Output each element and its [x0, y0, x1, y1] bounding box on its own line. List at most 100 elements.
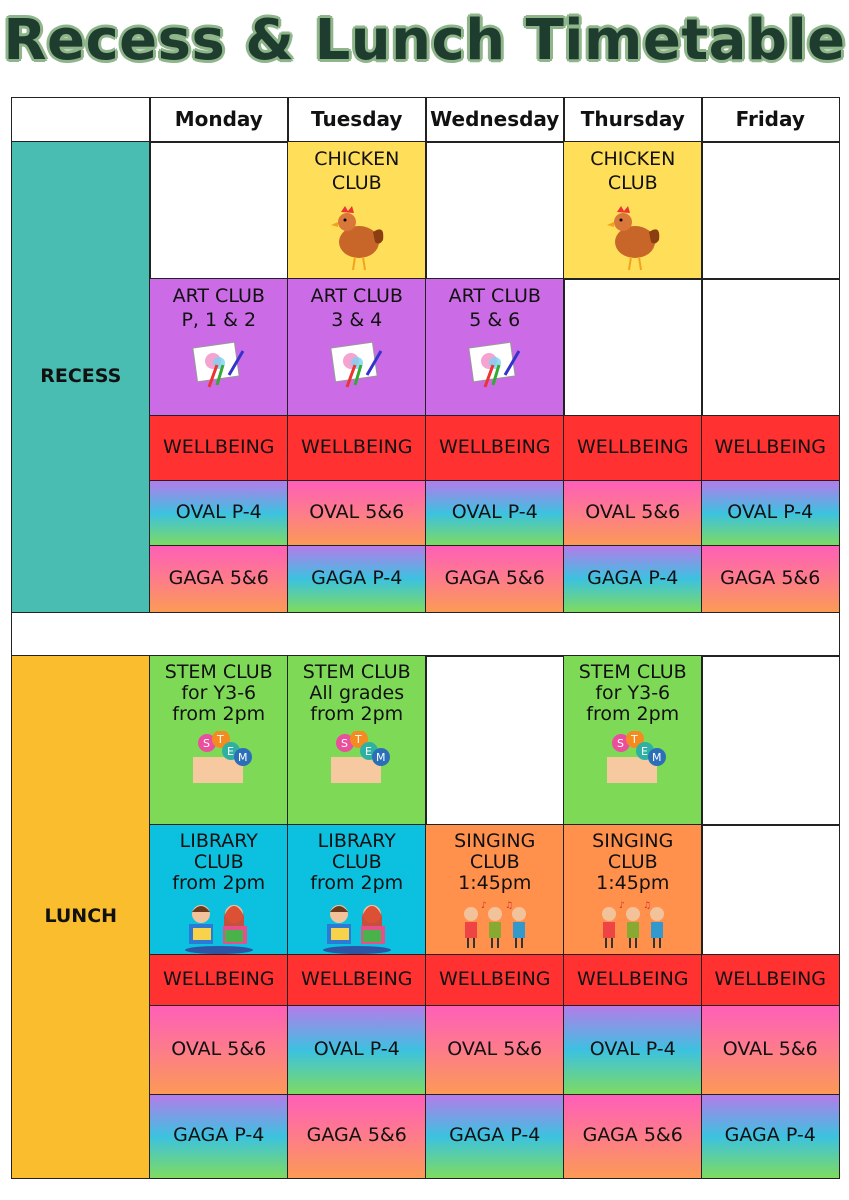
activity-text: CHICKEN — [590, 148, 676, 170]
activity-text: WELLBEING — [438, 968, 551, 991]
activity-cell: WELLBEING — [149, 954, 289, 1007]
activity-text: STEM CLUB — [302, 661, 411, 683]
activity-cell: LIBRARY CLUB from 2pm — [287, 824, 427, 956]
header-monday: Monday — [149, 97, 289, 143]
svg-text:E: E — [227, 745, 234, 758]
svg-text:M: M — [652, 751, 662, 764]
svg-text:S: S — [341, 737, 348, 750]
activity-text: P, 1 & 2 — [181, 308, 257, 331]
activity-cell: STEM CLUB for Y3-6 from 2pm S T E M — [149, 655, 289, 826]
drawing-pad-icon — [465, 339, 525, 396]
activity-cell: GAGA 5&6 — [563, 1094, 703, 1179]
empty-cell — [425, 655, 565, 826]
reading-kids-icon — [179, 900, 259, 960]
activity-text: ART CLUB — [172, 285, 265, 307]
activity-text: GAGA P-4 — [173, 1124, 265, 1147]
day-label: Monday — [174, 107, 263, 132]
activity-text: WELLBEING — [576, 436, 689, 459]
activity-text: OVAL P-4 — [451, 501, 538, 524]
activity-text: GAGA P-4 — [587, 566, 679, 589]
activity-cell: GAGA P-4 — [425, 1094, 565, 1179]
svg-text:♫: ♫ — [505, 901, 513, 911]
activity-text: from 2pm — [310, 702, 404, 725]
activity-cell: GAGA P-4 — [563, 545, 703, 613]
spacer-row — [11, 611, 840, 657]
singing-kids-icon: ♪ ♫ — [593, 900, 673, 955]
activity-text: GAGA P-4 — [311, 566, 403, 589]
activity-text: WELLBEING — [162, 968, 275, 991]
activity-cell: OVAL 5&6 — [425, 1005, 565, 1096]
activity-text: WELLBEING — [162, 436, 275, 459]
activity-text: 5 & 6 — [469, 308, 521, 331]
activity-cell: OVAL P-4 — [563, 1005, 703, 1096]
activity-text: WELLBEING — [438, 436, 551, 459]
activity-cell: OVAL P-4 — [701, 480, 840, 547]
activity-cell: ART CLUB 3 & 4 — [287, 278, 427, 417]
activity-cell: GAGA 5&6 — [287, 1094, 427, 1179]
activity-cell: STEM CLUB for Y3-6 from 2pm S T E M — [563, 655, 703, 826]
activity-text: CLUB — [469, 850, 520, 873]
svg-text:♪: ♪ — [619, 901, 625, 911]
svg-text:T: T — [630, 733, 638, 746]
activity-text: WELLBEING — [576, 968, 689, 991]
page-title: Recess & Lunch Timetable — [3, 8, 846, 73]
activity-text: CLUB — [193, 850, 244, 873]
header-tuesday: Tuesday — [287, 97, 427, 143]
activity-text: All grades — [309, 681, 405, 704]
section-label: RECESS — [40, 364, 122, 387]
activity-cell: OVAL 5&6 — [701, 1005, 840, 1096]
activity-text: CLUB — [607, 850, 658, 873]
activity-cell: CHICKEN CLUB — [287, 141, 427, 280]
activity-text: OVAL P-4 — [313, 1038, 400, 1061]
svg-text:T: T — [216, 733, 224, 746]
section-label-lunch: LUNCH — [11, 655, 151, 1179]
activity-text: GAGA 5&6 — [582, 1124, 683, 1147]
activity-cell: GAGA P-4 — [701, 1094, 840, 1179]
activity-text: GAGA 5&6 — [168, 566, 269, 589]
drawing-pad-icon — [189, 339, 249, 396]
activity-text: OVAL P-4 — [589, 1038, 676, 1061]
activity-cell: STEM CLUB All grades from 2pm S T E M — [287, 655, 427, 826]
activity-text: 1:45pm — [596, 871, 670, 894]
activity-text: CLUB — [607, 171, 658, 194]
activity-text: OVAL 5&6 — [171, 1038, 267, 1061]
activity-cell: SINGING CLUB 1:45pm ♪ ♫ — [563, 824, 703, 956]
activity-text: GAGA 5&6 — [444, 566, 545, 589]
empty-cell — [701, 141, 840, 280]
activity-cell: ART CLUB 5 & 6 — [425, 278, 565, 417]
empty-cell — [425, 141, 565, 280]
drawing-pad-icon — [327, 339, 387, 396]
activity-text: GAGA P-4 — [449, 1124, 541, 1147]
activity-text: STEM CLUB — [578, 661, 687, 683]
activity-text: from 2pm — [310, 871, 404, 894]
activity-text: LIBRARY — [317, 830, 396, 852]
activity-text: OVAL 5&6 — [309, 501, 405, 524]
section-label-recess: RECESS — [11, 141, 151, 613]
activity-cell: WELLBEING — [563, 954, 703, 1007]
activity-cell: OVAL P-4 — [149, 480, 289, 547]
chicken-icon — [327, 202, 387, 279]
activity-cell: WELLBEING — [287, 415, 427, 482]
activity-text: 1:45pm — [458, 871, 532, 894]
header-wednesday: Wednesday — [425, 97, 565, 143]
singing-kids-icon: ♪ ♫ — [455, 900, 535, 955]
activity-text: GAGA 5&6 — [306, 1124, 407, 1147]
day-label: Thursday — [580, 107, 685, 132]
activity-cell: WELLBEING — [149, 415, 289, 482]
activity-cell: SINGING CLUB 1:45pm ♪ ♫ — [425, 824, 565, 956]
svg-text:E: E — [641, 745, 648, 758]
svg-text:♫: ♫ — [643, 901, 651, 911]
activity-text: CHICKEN — [314, 148, 400, 170]
activity-text: from 2pm — [172, 702, 266, 725]
activity-cell: WELLBEING — [425, 415, 565, 482]
activity-text: STEM CLUB — [164, 661, 273, 683]
activity-cell: OVAL 5&6 — [149, 1005, 289, 1096]
activity-cell: WELLBEING — [425, 954, 565, 1007]
activity-text: 3 & 4 — [331, 308, 383, 331]
activity-cell: CHICKEN CLUB — [563, 141, 703, 280]
activity-text: LIBRARY — [179, 830, 258, 852]
